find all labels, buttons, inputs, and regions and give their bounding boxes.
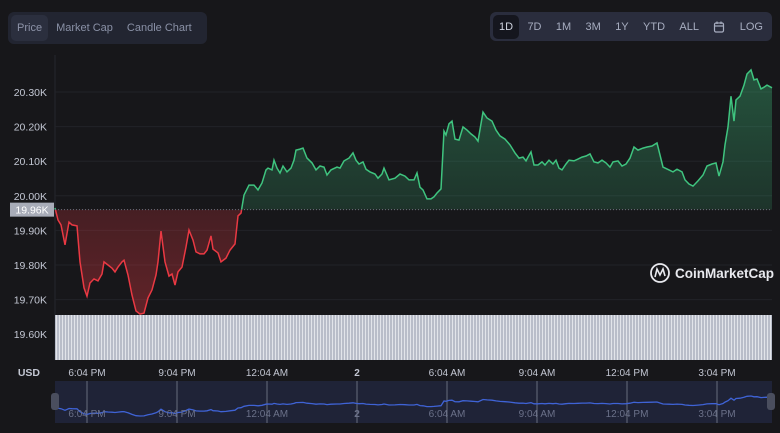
y-tick-label: 19.90K [14,225,47,237]
chart-type-tabs: Price Market Cap Candle Chart [8,12,207,44]
calendar-icon [714,21,725,33]
x-tick-label: 12:04 AM [246,368,288,379]
navigator-line [54,395,773,417]
range-1y-button[interactable]: 1Y [615,20,629,33]
price-line-up [54,68,773,210]
range-3m-button[interactable]: 3M [585,20,601,33]
x-tick-label: 9:04 PM [158,368,195,379]
volume-bars [55,315,772,360]
coinmarketcap-watermark: CoinMarketCap [650,263,774,283]
x-axis-labels: 6:04 PM 9:04 PM 12:04 AM 2 6:04 AM 9:04 AM 12:… [68,368,735,379]
y-tick-label: 20.20K [14,122,47,134]
y-tick-label: 19.70K [14,295,47,307]
range-1d-button[interactable]: 1D [493,14,520,39]
y-axis-labels: 19.60K 19.70K 19.80K 19.90K 20.00K 20.10K 20.2… [14,87,47,341]
x-tick-label: 9:04 AM [519,368,556,379]
navigator-tick-label: 3:04 PM [698,409,735,420]
navigator-tick-label: 9:04 AM [519,409,556,420]
navigator-tick-label: 12:04 PM [606,409,649,420]
tab-candle-chart[interactable]: Candle Chart [126,22,192,34]
navigator-right-handle[interactable] [767,393,775,410]
x-tick-label: 12:04 PM [606,368,649,379]
log-scale-button[interactable]: LOG [739,20,763,33]
navigator-tick-label: 9:04 PM [158,409,195,420]
price-area-down [55,209,242,315]
x-tick-label: 3:04 PM [698,368,735,379]
x-tick-label: 6:04 AM [429,368,466,379]
y-tick-label: 19.60K [14,329,47,341]
brand-watermark: CoinMarketCap [675,266,774,281]
x-tick-label: 6:04 PM [68,368,105,379]
baseline-label: 19.96K [15,205,48,217]
range-ytd-button[interactable]: YTD [643,20,666,33]
navigator-left-handle[interactable] [51,393,59,410]
tab-price[interactable]: Price [11,15,49,41]
range-all-button[interactable]: ALL [679,20,699,33]
range-1m-button[interactable]: 1M [555,20,572,33]
y-tick-label: 19.80K [14,260,47,272]
price-area-up [55,69,772,210]
date-picker-button[interactable] [707,14,731,38]
time-range-selector: 1D 7D 1M 3M 1Y YTD ALL LOG [490,12,772,41]
y-tick-label: 20.00K [14,191,47,203]
y-tick-label: 20.30K [14,87,47,99]
baseline-price-label: 19.96K [10,202,54,217]
navigator[interactable]: 6:04 PM 9:04 PM 12:04 AM 2 6:04 AM 9:04 AM 12:… [51,381,775,423]
navigator-tick-label: 12:04 AM [246,409,288,420]
coinmarketcap-logo-icon [650,263,670,283]
x-tick-label: 2 [354,368,360,379]
navigator-tick-label: 6:04 PM [68,409,105,420]
currency-label: USD [18,367,41,379]
price-line-down [54,209,243,315]
navigator-tick-label: 2 [354,409,360,420]
range-7d-button[interactable]: 7D [527,20,542,33]
navigator-tick-label: 6:04 AM [429,409,466,420]
tab-market-cap[interactable]: Market Cap [56,22,113,34]
y-tick-label: 20.10K [14,156,47,168]
